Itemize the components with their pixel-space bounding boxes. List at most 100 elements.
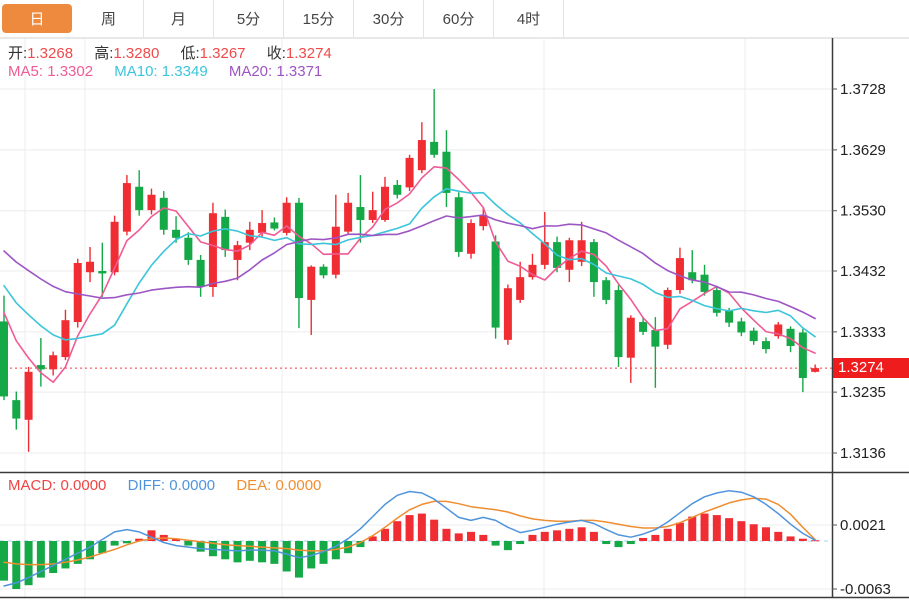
candle-body	[614, 290, 623, 358]
candle-body	[122, 183, 131, 232]
macd-bar	[368, 536, 377, 541]
price-tick-label: 1.3136	[840, 445, 886, 462]
price-tick-label: 1.3235	[840, 384, 886, 401]
candle-body	[737, 321, 746, 333]
candle-body	[786, 328, 795, 347]
macd-bar	[749, 524, 758, 541]
candle-body	[602, 280, 611, 300]
macd-bar	[294, 541, 303, 578]
gridlines	[0, 38, 832, 597]
interval-tabbar: 日周月 5分 15分 30分 60分 4时	[0, 0, 909, 38]
macd-bar	[24, 541, 33, 586]
macd-bar	[503, 541, 512, 551]
candle-body	[12, 400, 21, 419]
candle-body	[24, 371, 33, 420]
macd-bar	[577, 527, 586, 541]
macd-bar	[725, 518, 734, 541]
macd-bar	[614, 541, 623, 548]
price-tick-label: 1.3333	[840, 324, 886, 341]
macd-bar	[380, 528, 389, 541]
candle-body	[626, 317, 635, 358]
candle-body	[61, 320, 70, 358]
macd-bar	[540, 531, 549, 541]
candle-body	[491, 241, 500, 328]
candle-body	[270, 222, 279, 229]
macd-histogram	[0, 513, 820, 589]
candle-body	[258, 223, 267, 233]
macd-bar	[589, 531, 598, 541]
macd-bar	[307, 541, 316, 569]
macd-bar	[430, 519, 439, 541]
candle-body	[98, 271, 107, 274]
candle-body	[110, 221, 119, 273]
candle-body	[221, 216, 230, 251]
candle-body	[147, 194, 156, 211]
macd-bar	[110, 541, 119, 546]
macd-bar	[233, 541, 242, 563]
candle-body	[774, 324, 783, 337]
price-tick-label: 1.3629	[840, 142, 886, 159]
macd-bar	[602, 541, 611, 545]
candle-body	[811, 368, 820, 372]
candle-body	[589, 242, 598, 283]
macd-bar	[417, 513, 426, 541]
candle-body	[417, 140, 426, 171]
macd-bar	[245, 541, 254, 561]
macd-bar	[135, 538, 144, 541]
candle-body	[184, 237, 193, 260]
tab-15分[interactable]: 15分	[284, 0, 354, 37]
candle-body	[675, 258, 684, 291]
candle-body	[344, 202, 353, 232]
candle-body	[430, 141, 439, 155]
candle-body	[159, 197, 168, 230]
macd-bar	[553, 530, 562, 541]
macd-bar	[786, 536, 795, 541]
macd-bar	[675, 522, 684, 541]
macd-bar	[774, 531, 783, 541]
candle-body	[294, 202, 303, 299]
macd-bar	[761, 527, 770, 541]
tab-60分[interactable]: 60分	[424, 0, 494, 37]
macd-tick-label: -0.0063	[840, 581, 891, 598]
macd-bar	[700, 513, 709, 541]
tab-5分[interactable]: 5分	[214, 0, 284, 37]
current-price-tag: 1.3274	[833, 358, 909, 378]
candle-body	[479, 215, 488, 227]
macd-bar	[356, 541, 365, 548]
macd-bar	[98, 541, 107, 554]
candle-body	[798, 332, 807, 378]
candle-body	[712, 290, 721, 313]
candle-body	[688, 272, 697, 281]
candle-body	[663, 290, 672, 345]
macd-bar	[663, 528, 672, 541]
macd-bar	[528, 534, 537, 541]
candle-body	[393, 184, 402, 195]
macd-bar	[147, 530, 156, 541]
macd-bar	[737, 521, 746, 541]
candle-body	[405, 157, 414, 188]
candle-body	[761, 341, 770, 350]
price-tick-label: 1.3432	[840, 263, 886, 280]
tab-日[interactable]: 日	[2, 4, 72, 33]
macd-bar	[454, 533, 463, 541]
macd-bar	[688, 516, 697, 541]
macd-bar	[639, 537, 648, 541]
tab-月[interactable]: 月	[144, 0, 214, 37]
ma20-line	[3, 214, 816, 320]
macd-bar	[491, 541, 500, 546]
candle-body	[639, 322, 648, 332]
tab-4时[interactable]: 4时	[494, 0, 564, 37]
candlesticks	[0, 89, 820, 452]
macd-bar	[0, 541, 8, 581]
candle-body	[442, 151, 451, 193]
macd-bar	[12, 541, 21, 589]
macd-bar	[49, 541, 58, 573]
macd-bar	[196, 541, 205, 552]
macd-bar	[479, 534, 488, 541]
tab-周[interactable]: 周	[74, 0, 144, 37]
candle-body	[503, 288, 512, 340]
tab-30分[interactable]: 30分	[354, 0, 424, 37]
dea-line	[3, 497, 816, 566]
